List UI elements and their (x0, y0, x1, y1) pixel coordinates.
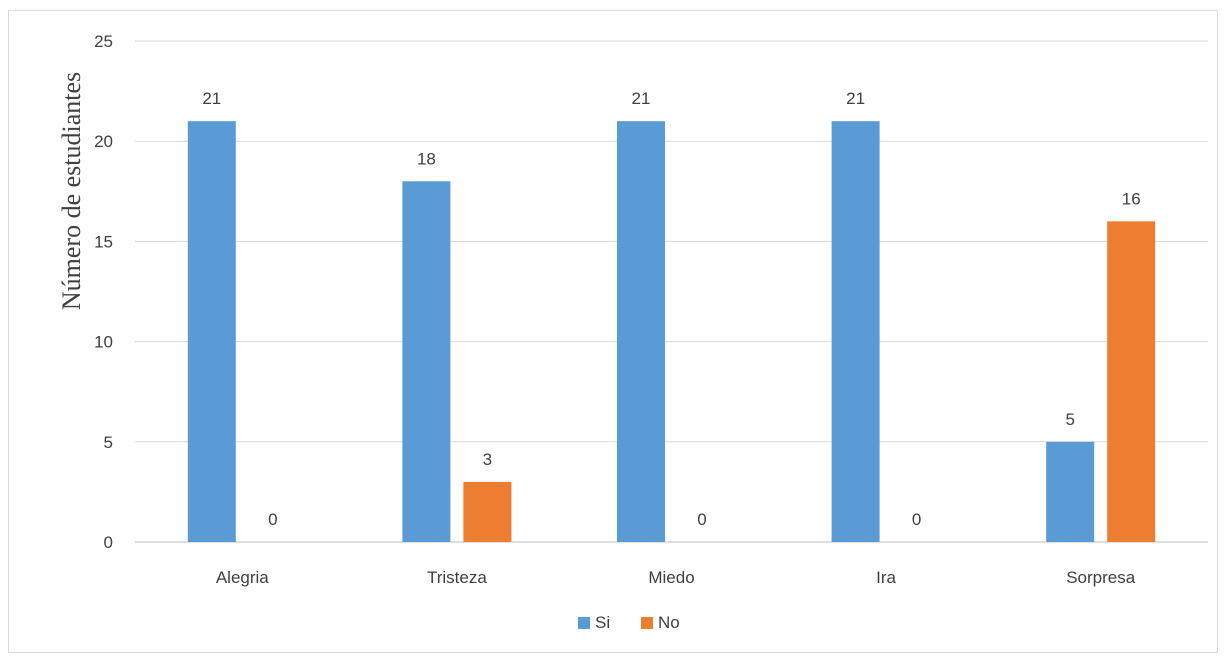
legend-swatch-si (578, 617, 590, 629)
bar-si-alegria[interactable] (187, 121, 236, 542)
gridlines (135, 40, 1208, 543)
y-tick-label: 15 (94, 232, 113, 251)
legend-label-no: No (658, 613, 680, 632)
y-tick-label: 20 (94, 132, 113, 151)
x-category-label: Alegria (216, 568, 269, 587)
x-category-label: Ira (876, 568, 896, 587)
data-labels: 21 0 18 3 21 0 21 0 5 16 (202, 89, 1140, 529)
data-label: 0 (697, 510, 706, 529)
bar-si-miedo[interactable] (617, 121, 665, 542)
bars (187, 121, 1156, 543)
data-label: 18 (417, 149, 436, 168)
data-label: 3 (483, 450, 492, 469)
y-tick-label: 0 (104, 533, 113, 552)
legend-swatch-no (641, 617, 653, 629)
bar-no-tristeza[interactable] (463, 481, 512, 542)
data-label: 21 (632, 89, 651, 108)
x-axis-categories: Alegria Tristeza Miedo Ira Sorpresa (216, 568, 1136, 587)
data-label: 16 (1122, 189, 1141, 208)
x-category-label: Sorpresa (1066, 568, 1136, 587)
x-category-label: Tristeza (427, 568, 487, 587)
x-category-label: Miedo (648, 568, 694, 587)
data-label: 0 (912, 510, 921, 529)
legend-label-si: Si (595, 613, 610, 632)
data-label: 0 (268, 510, 277, 529)
y-tick-label: 25 (94, 32, 113, 51)
y-axis-title: Número de estudiantes (57, 72, 86, 310)
data-label: 21 (846, 89, 865, 108)
bar-no-sorpresa[interactable] (1107, 221, 1156, 543)
data-label: 21 (202, 89, 221, 108)
bar-si-ira[interactable] (831, 121, 880, 542)
y-tick-label: 5 (104, 433, 113, 452)
y-axis-ticks: 0 5 10 15 20 25 (94, 32, 113, 552)
bar-si-tristeza[interactable] (402, 181, 451, 542)
legend[interactable]: Si No (578, 613, 680, 632)
bar-si-sorpresa[interactable] (1046, 441, 1095, 542)
y-tick-label: 10 (94, 333, 113, 352)
data-label: 5 (1065, 410, 1074, 429)
